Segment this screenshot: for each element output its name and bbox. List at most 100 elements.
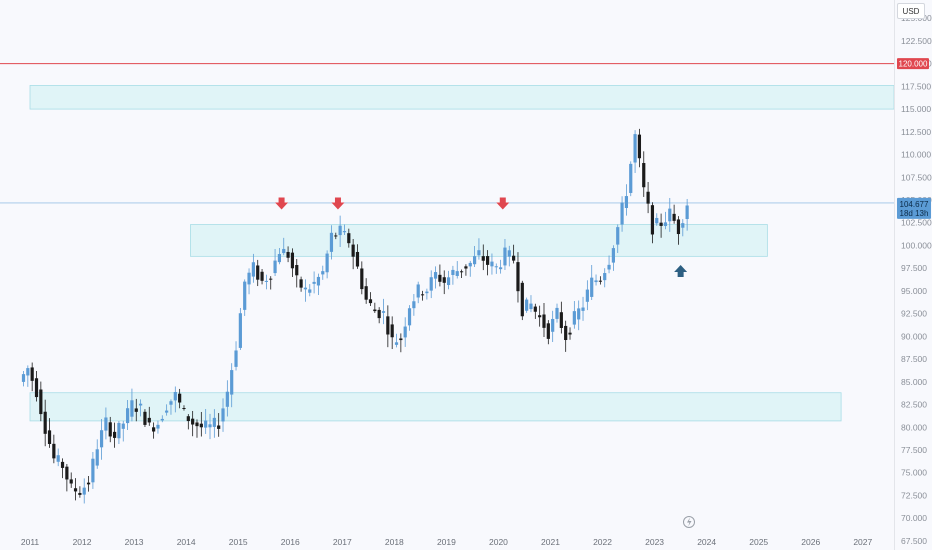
candle-body <box>438 274 442 282</box>
candle-body <box>143 411 147 425</box>
candle-body <box>121 423 125 429</box>
candle-body <box>234 350 238 367</box>
y-tick-label: 85.000 <box>901 377 927 387</box>
candle-body <box>507 250 511 257</box>
candle-body <box>43 411 47 434</box>
candle-body <box>650 205 655 235</box>
candle-body <box>160 418 164 421</box>
candle-body <box>221 408 225 422</box>
candle-body <box>633 134 637 163</box>
candle-body <box>325 253 329 273</box>
candle-body <box>273 260 277 274</box>
x-tick-label: 2016 <box>281 537 300 547</box>
currency-button[interactable]: USD <box>897 3 925 19</box>
candle-body <box>403 326 407 338</box>
candle-body <box>225 391 229 407</box>
candle-body <box>559 312 563 328</box>
candle-body <box>668 208 672 222</box>
candle-body <box>47 430 52 444</box>
candle-body <box>494 266 498 268</box>
candle-body <box>82 487 86 495</box>
candle-body <box>676 219 681 235</box>
candle-body <box>212 417 216 427</box>
markers-layer <box>275 197 688 277</box>
candle-body <box>490 261 494 267</box>
x-tick-label: 2024 <box>697 537 716 547</box>
candle-body <box>672 213 676 221</box>
candle-body <box>247 272 251 285</box>
candle-body <box>455 271 459 276</box>
candle-body <box>256 265 260 280</box>
candle-body <box>420 294 425 296</box>
candle-body <box>585 289 589 302</box>
x-tick-label: 2018 <box>385 537 404 547</box>
price-axis[interactable] <box>895 0 932 550</box>
candle-body <box>681 223 685 228</box>
candle-body <box>303 287 308 290</box>
candle-body <box>186 416 190 422</box>
candle-body <box>73 488 78 492</box>
candle-body <box>199 423 203 428</box>
candle-body <box>282 248 286 254</box>
candle-body <box>581 307 585 311</box>
candle-body <box>373 309 377 312</box>
candle-body <box>312 281 316 284</box>
x-tick-label: 2020 <box>489 537 508 547</box>
candle-body <box>594 280 598 283</box>
candle-body <box>299 279 303 288</box>
x-tick-label: 2017 <box>333 537 352 547</box>
x-tick-label: 2022 <box>593 537 612 547</box>
x-tick-label: 2012 <box>73 537 92 547</box>
candle-body <box>217 425 221 429</box>
candle-body <box>56 455 60 462</box>
candle-body <box>117 422 121 439</box>
candle-body <box>642 163 646 188</box>
candle-body <box>269 278 273 280</box>
candle-body <box>477 250 481 256</box>
candle-body <box>86 482 91 485</box>
candle-body <box>260 271 264 281</box>
candle-body <box>91 458 95 483</box>
candle-body <box>551 318 555 332</box>
y-tick-label: 122.500 <box>901 36 932 46</box>
y-tick-label: 97.500 <box>901 263 927 273</box>
candle-body <box>295 265 299 276</box>
zone-rect <box>29 392 842 422</box>
candle-body <box>399 338 403 341</box>
candle-body <box>607 264 611 270</box>
candle-body <box>464 266 468 269</box>
candle-body <box>191 418 195 425</box>
candle-body <box>65 466 69 480</box>
candle-body <box>564 325 568 341</box>
y-tick-label: 107.500 <box>901 172 932 182</box>
candle-body <box>173 391 177 401</box>
candle-body <box>377 309 381 319</box>
candle-body <box>368 299 373 304</box>
y-tick-label: 115.000 <box>901 104 931 114</box>
candle-body <box>316 276 321 286</box>
y-tick-label: 90.000 <box>901 331 927 341</box>
x-tick-label: 2027 <box>853 537 872 547</box>
candle-body <box>555 307 559 319</box>
candle-body <box>637 134 642 159</box>
candle-body <box>95 449 99 466</box>
candles-layer <box>21 128 689 504</box>
candle-body <box>139 403 143 406</box>
y-tick-label: 87.500 <box>901 354 927 364</box>
candle-body <box>663 222 668 227</box>
y-tick-label: 72.500 <box>901 490 927 500</box>
candle-body <box>512 255 516 261</box>
x-tick-label: 2023 <box>645 537 664 547</box>
lightning-icon[interactable] <box>683 516 695 528</box>
y-tick-label: 117.500 <box>901 81 931 91</box>
candle-body <box>598 280 602 282</box>
candle-body <box>451 269 455 275</box>
y-tick-label: 110.000 <box>901 150 931 160</box>
candle-body <box>520 282 524 317</box>
candle-body <box>529 303 533 310</box>
candle-body <box>416 284 420 298</box>
candle-body <box>351 244 355 257</box>
candle-body <box>611 248 615 263</box>
down-arrow-icon <box>275 197 289 210</box>
